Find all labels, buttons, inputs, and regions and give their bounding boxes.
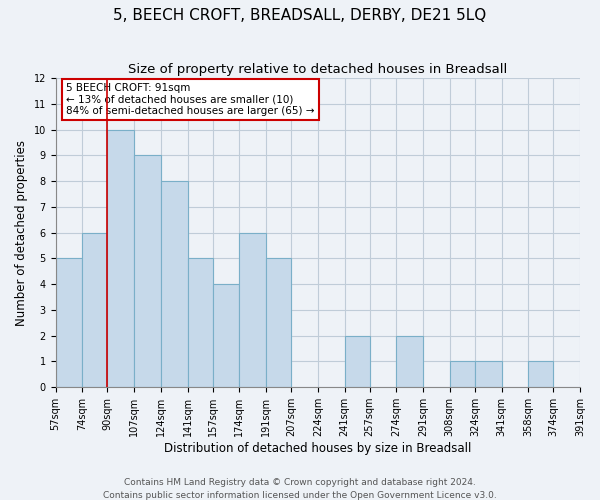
Y-axis label: Number of detached properties: Number of detached properties	[15, 140, 28, 326]
Bar	[475, 362, 502, 387]
Bar	[239, 232, 266, 387]
Bar	[56, 258, 82, 387]
Text: Contains HM Land Registry data © Crown copyright and database right 2024.
Contai: Contains HM Land Registry data © Crown c…	[103, 478, 497, 500]
Bar	[82, 232, 107, 387]
Bar	[212, 284, 239, 387]
Bar	[107, 130, 134, 387]
Bar	[528, 362, 553, 387]
Bar	[449, 362, 475, 387]
Title: Size of property relative to detached houses in Breadsall: Size of property relative to detached ho…	[128, 62, 508, 76]
Bar	[134, 156, 161, 387]
Bar	[188, 258, 212, 387]
X-axis label: Distribution of detached houses by size in Breadsall: Distribution of detached houses by size …	[164, 442, 472, 455]
Bar	[266, 258, 291, 387]
Text: 5, BEECH CROFT, BREADSALL, DERBY, DE21 5LQ: 5, BEECH CROFT, BREADSALL, DERBY, DE21 5…	[113, 8, 487, 22]
Bar	[397, 336, 423, 387]
Bar	[161, 181, 188, 387]
Text: 5 BEECH CROFT: 91sqm
← 13% of detached houses are smaller (10)
84% of semi-detac: 5 BEECH CROFT: 91sqm ← 13% of detached h…	[66, 82, 314, 116]
Bar	[344, 336, 370, 387]
